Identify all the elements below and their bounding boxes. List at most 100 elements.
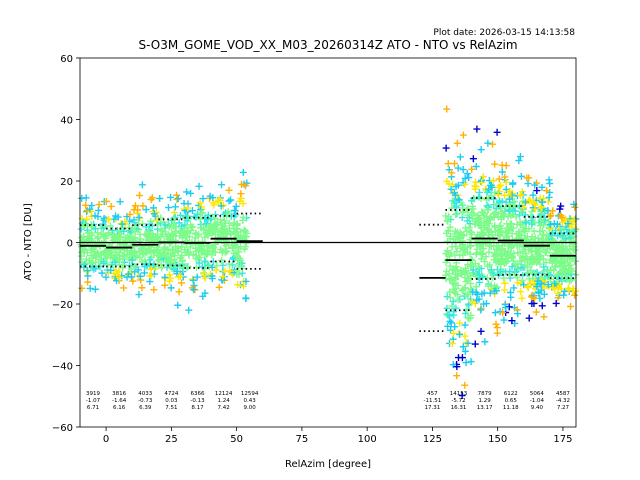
bin-mean-label: 1.24 [217,398,230,404]
data-point [468,298,476,306]
data-point [204,232,212,240]
data-point [126,269,134,277]
data-point [502,304,510,312]
data-point [170,209,178,217]
data-point [459,166,467,174]
bin-count-label: 12124 [215,391,233,397]
data-point [540,231,548,239]
data-point [442,267,450,275]
data-point [478,179,486,187]
data-point [193,273,201,281]
y-tick-label: −60 [52,423,73,434]
data-point [173,267,181,275]
data-point [504,251,512,259]
bin-std-label: 7.42 [217,405,229,411]
data-point [551,237,559,245]
data-point [183,217,191,225]
data-point [458,392,466,400]
data-point [562,271,570,279]
data-point [442,144,450,152]
data-point [484,262,492,270]
data-point [520,204,528,212]
data-point [461,321,469,329]
data-point [165,204,173,212]
data-point [129,277,137,285]
data-point [142,206,150,214]
data-point [128,256,136,264]
data-point [217,256,225,264]
data-point [145,228,153,236]
data-point [86,205,94,213]
data-point [234,244,242,252]
data-point [78,284,86,292]
data-point [500,316,508,324]
data-point [475,262,483,270]
data-point [217,202,225,210]
data-point [529,214,537,222]
x-tick-label: 175 [553,434,572,445]
data-point [454,181,462,189]
data-point [184,204,192,212]
data-point [454,272,462,280]
data-point [525,314,533,322]
data-point [107,202,115,210]
data-point [450,329,458,337]
data-point [161,243,169,251]
data-point [491,309,499,317]
data-point [79,237,87,245]
data-point [199,238,207,246]
data-point [166,271,174,279]
data-point [562,215,570,223]
data-point [558,245,566,253]
data-point [135,291,143,299]
data-point [102,273,110,281]
data-point [447,185,455,193]
data-point [508,252,516,260]
data-point [551,246,559,254]
data-point [531,181,539,189]
data-point [91,285,99,293]
data-point [506,187,514,195]
data-point [530,198,538,206]
data-point [226,267,234,275]
data-point [446,294,454,302]
data-point [120,284,128,292]
data-point [500,213,508,221]
data-point [209,194,217,202]
data-point [568,220,576,228]
data-point [480,300,488,308]
data-point [453,228,461,236]
data-point [148,222,156,230]
chart-title: S-O3M_GOME_VOD_XX_M03_20260314Z ATO - NT… [138,38,517,52]
data-point [164,235,172,243]
data-point [498,208,506,216]
data-point [468,214,476,222]
data-point [131,249,139,257]
data-point [140,269,148,277]
data-point [479,208,487,216]
bin-count-label: 4033 [138,391,152,397]
data-point [518,294,526,302]
data-point [507,253,515,261]
bin-count-label: 7879 [478,391,492,397]
bin-count-label: 6122 [504,391,518,397]
data-point [567,264,575,272]
data-point [487,181,495,189]
data-point [521,228,529,236]
data-point [154,257,162,265]
data-point [233,252,241,260]
data-point [533,187,541,195]
data-point [543,187,551,195]
data-point [135,213,143,221]
data-point [483,194,491,202]
bin-count-label: 5064 [530,391,544,397]
data-point [450,311,458,319]
data-point [500,286,508,294]
data-point [563,226,571,234]
data-point [555,244,563,252]
data-point [110,269,118,277]
data-point [522,218,530,226]
data-point [526,279,534,287]
bin-mean-label: -4.32 [556,398,570,404]
